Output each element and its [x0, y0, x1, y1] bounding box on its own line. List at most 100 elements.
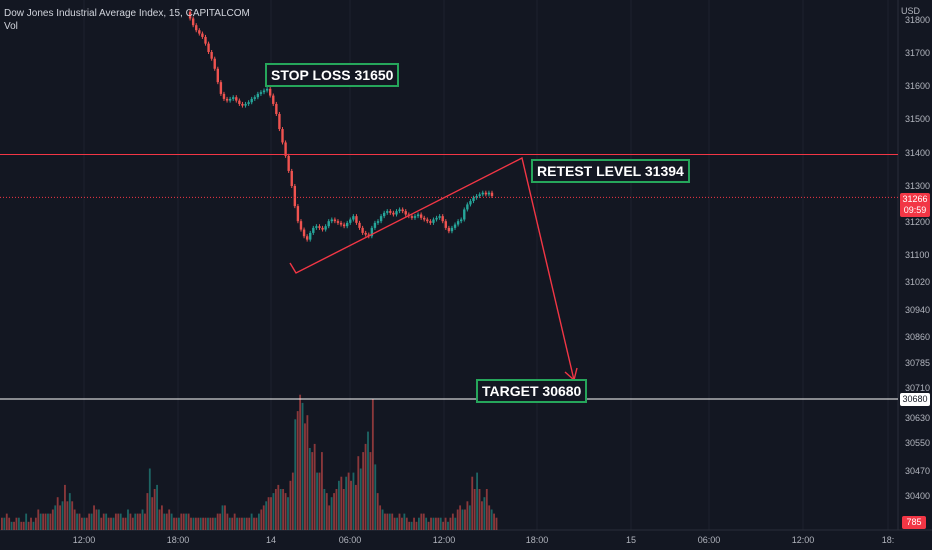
volume-bar: [34, 517, 37, 530]
volume-bar: [112, 517, 115, 530]
candle-body: [466, 204, 469, 210]
volume-bar: [83, 517, 86, 530]
target-price-tag: 30680: [900, 393, 930, 406]
volume-bar: [39, 513, 42, 530]
volume-bar: [444, 517, 447, 530]
stop-loss-annotation[interactable]: STOP LOSS 31650: [265, 63, 400, 87]
volume-bar: [308, 448, 311, 530]
candle-body: [478, 194, 481, 197]
volume-bar: [257, 513, 260, 530]
volume-bar: [282, 489, 285, 530]
candle-body: [456, 221, 460, 225]
candle-body: [219, 82, 223, 94]
volume-bar: [219, 513, 222, 530]
volume-bar: [323, 489, 326, 530]
candle-body: [463, 209, 466, 220]
volume-bar: [374, 464, 377, 530]
volume-bar: [161, 505, 163, 530]
candle-body: [265, 88, 269, 91]
volume-bar: [216, 513, 219, 530]
volume-bar: [148, 468, 151, 530]
candle-body: [201, 33, 204, 37]
volume-bar: [316, 472, 318, 530]
y-tick-label-2: 31600: [905, 81, 930, 91]
volume-bar: [342, 489, 345, 530]
volume-bar: [267, 497, 270, 530]
candle-body: [358, 222, 361, 228]
candle-body: [379, 216, 383, 222]
volume-bar: [221, 505, 224, 530]
volume-bar: [81, 517, 83, 530]
volume-bar: [345, 476, 348, 530]
candle-body: [195, 25, 198, 31]
candle-body: [305, 236, 309, 240]
volume-bar: [214, 517, 217, 530]
x-tick-label-6: 15: [626, 535, 636, 545]
volume-bar: [119, 513, 122, 530]
volume-bar: [495, 517, 498, 530]
candle-body: [453, 224, 457, 228]
x-tick-label-0: 12:00: [73, 535, 96, 545]
volume-bar: [422, 513, 425, 530]
volume-bar: [163, 513, 166, 530]
candle-body: [275, 103, 278, 114]
volume-bar: [439, 517, 442, 530]
candle-body: [438, 216, 441, 218]
volume-bar: [335, 489, 338, 530]
candle-body: [444, 221, 447, 228]
volume-bar: [192, 517, 195, 530]
volume-bar: [451, 513, 454, 530]
volume-bar: [199, 517, 202, 530]
y-tick-label-13: 30630: [905, 413, 930, 423]
volume-bar: [156, 484, 158, 530]
volume-bar: [277, 484, 280, 530]
volume-bar: [168, 509, 171, 530]
y-tick-label-0: 31800: [905, 15, 930, 25]
retest-level-annotation[interactable]: RETEST LEVEL 31394: [531, 159, 690, 183]
volume-bar: [182, 513, 185, 530]
candle-body: [472, 197, 475, 202]
volume-bar: [64, 484, 66, 530]
candle-body: [296, 206, 300, 222]
volume-bar: [464, 509, 466, 530]
x-tick-label-8: 12:00: [792, 535, 815, 545]
y-tick-label-11: 30785: [905, 358, 930, 368]
volume-bar: [107, 517, 110, 530]
candle-body: [302, 229, 306, 237]
volume-bar: [359, 468, 362, 530]
target-annotation[interactable]: TARGET 30680: [476, 379, 588, 403]
volume-bar: [68, 493, 71, 530]
candle-body: [346, 222, 349, 227]
candle-body: [447, 227, 451, 232]
candle-body: [435, 217, 438, 220]
volume-bar: [325, 493, 328, 530]
volume-bar: [483, 497, 486, 530]
candle-body: [253, 97, 256, 99]
volume-bar: [25, 513, 28, 530]
y-tick-label-6: 31200: [905, 217, 930, 227]
candle-body: [423, 217, 426, 220]
volume-bar: [391, 513, 394, 530]
volume-bar: [333, 493, 335, 530]
volume-bar: [231, 517, 234, 530]
volume-bar: [127, 509, 129, 530]
volume-bar: [238, 517, 241, 530]
volume-bar: [32, 521, 35, 530]
volume-bar: [306, 415, 309, 530]
candle-body: [469, 201, 472, 205]
volume-bar: [357, 456, 360, 530]
volume-bar: [347, 472, 350, 530]
y-tick-label-15: 30470: [905, 466, 930, 476]
volume-bar: [61, 501, 64, 530]
volume-bar: [311, 452, 314, 530]
volume-bar: [476, 472, 479, 530]
volume-bar: [129, 513, 132, 530]
volume-bar: [330, 497, 333, 530]
volume-bar: [481, 501, 483, 530]
axis-currency-label: USD: [901, 6, 921, 16]
volume-bar: [294, 419, 297, 530]
candle-body: [389, 211, 392, 213]
candle-body: [324, 226, 327, 230]
